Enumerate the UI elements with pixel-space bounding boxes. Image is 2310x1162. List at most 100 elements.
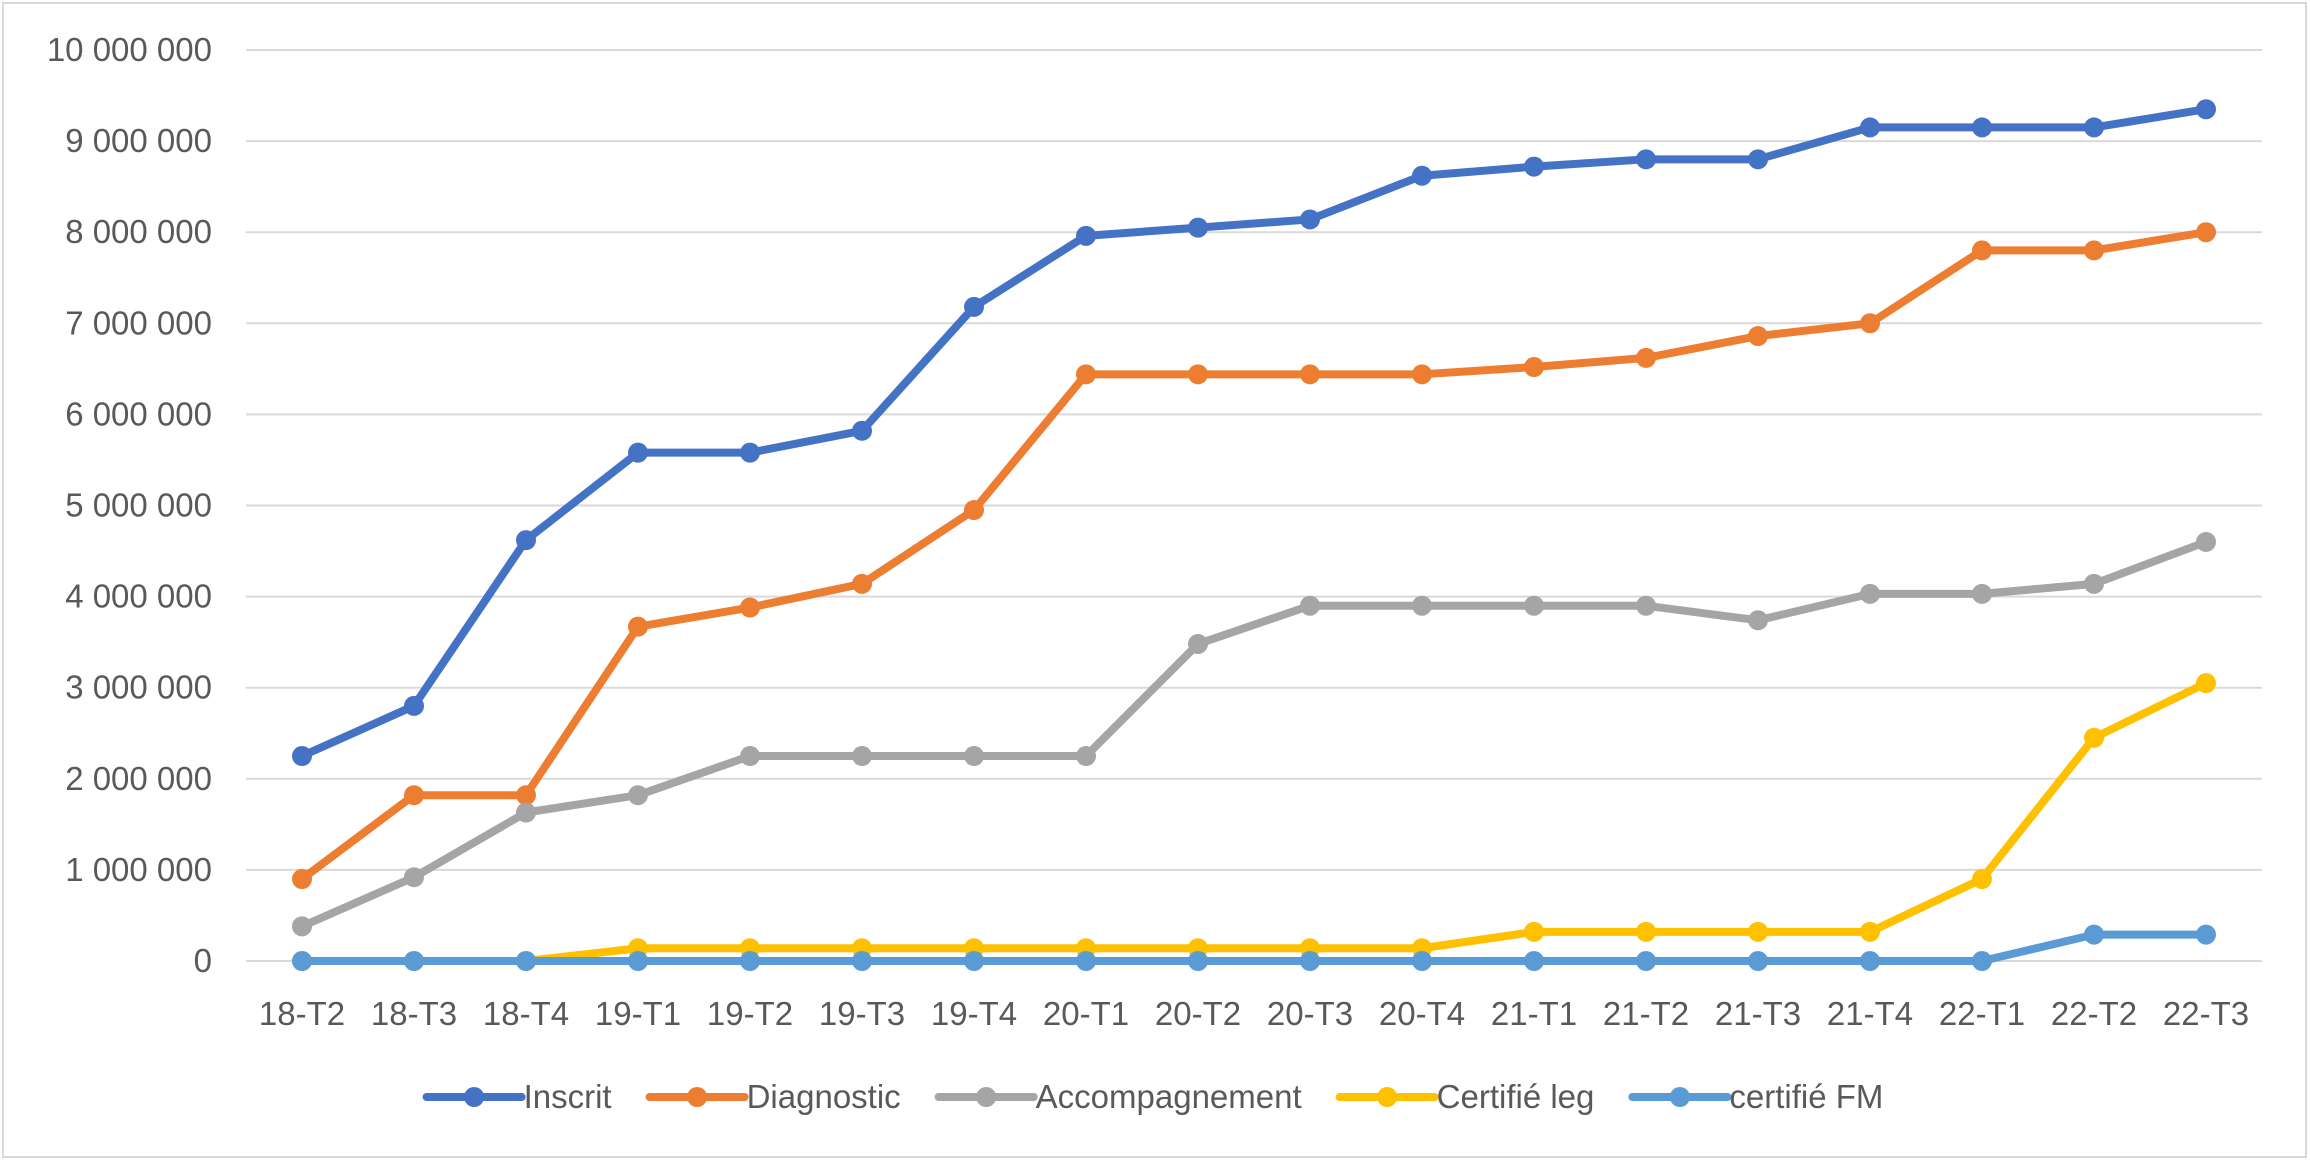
- data-point: [1748, 149, 1768, 170]
- data-point: [1860, 117, 1880, 138]
- legend-label: certifié FM: [1729, 1078, 1883, 1115]
- legend-label: Diagnostic: [747, 1078, 901, 1115]
- x-tick-label: 18-T4: [483, 995, 569, 1032]
- data-point: [2084, 924, 2104, 945]
- data-point: [852, 420, 872, 441]
- data-point: [2196, 531, 2216, 552]
- series-line: [298, 679, 2210, 965]
- x-tick-label: 19-T2: [707, 995, 793, 1032]
- legend-item: certifié FM: [1628, 1078, 1883, 1115]
- data-point: [1188, 364, 1208, 385]
- y-tick-label: 2 000 000: [65, 760, 212, 797]
- data-point: [1972, 240, 1992, 261]
- x-tick-label: 20-T4: [1379, 995, 1465, 1032]
- data-point: [1412, 951, 1432, 971]
- data-point: [1076, 746, 1096, 767]
- series-lines: [292, 99, 2216, 971]
- y-tick-label: 8 000 000: [65, 213, 212, 250]
- data-point: [404, 785, 424, 806]
- data-point: [1412, 595, 1432, 616]
- data-point: [292, 951, 312, 971]
- data-point: [1188, 633, 1208, 654]
- data-point: [404, 695, 424, 716]
- legend-swatch-marker: [1377, 1087, 1398, 1107]
- data-point: [628, 616, 648, 637]
- data-point: [1076, 364, 1096, 385]
- data-point: [1860, 583, 1880, 604]
- x-tick-label: 21-T4: [1827, 995, 1913, 1032]
- data-point: [1524, 951, 1544, 971]
- data-point: [1748, 951, 1768, 971]
- x-tick-label: 20-T2: [1155, 995, 1241, 1032]
- y-tick-label: 1 000 000: [65, 851, 212, 888]
- y-tick-label: 9 000 000: [65, 122, 212, 159]
- data-point: [1524, 156, 1544, 177]
- data-point: [740, 746, 760, 767]
- data-point: [292, 746, 312, 767]
- data-point: [1860, 313, 1880, 334]
- data-point: [2084, 240, 2104, 261]
- legend-item: Accompagnement: [934, 1078, 1302, 1115]
- data-point: [516, 802, 536, 823]
- legend-item: Certifié leg: [1335, 1078, 1594, 1115]
- x-tick-label: 19-T4: [931, 995, 1017, 1032]
- data-point: [1524, 357, 1544, 378]
- data-point: [740, 951, 760, 971]
- legend-item: Diagnostic: [645, 1078, 901, 1115]
- data-point: [852, 573, 872, 594]
- data-point: [1188, 951, 1208, 971]
- series-line: [298, 105, 2210, 761]
- data-point: [2084, 573, 2104, 594]
- data-point: [1076, 951, 1096, 971]
- legend-label: Accompagnement: [1036, 1078, 1302, 1115]
- legend-swatch-marker: [464, 1087, 485, 1107]
- x-tick-label: 18-T2: [259, 995, 345, 1032]
- series-0: [292, 99, 2216, 767]
- y-tick-label: 6 000 000: [65, 395, 212, 432]
- data-point: [2196, 673, 2216, 694]
- data-point: [1188, 217, 1208, 238]
- x-tick-label: 22-T3: [2163, 995, 2249, 1032]
- y-tick-label: 0: [194, 942, 212, 979]
- y-tick-label: 5 000 000: [65, 487, 212, 524]
- data-point: [516, 530, 536, 551]
- legend: Inscrit Diagnostic Accompagnement Certifié …: [422, 1078, 1883, 1115]
- series-2: [292, 531, 2216, 937]
- y-tick-label: 10 000 000: [47, 31, 212, 68]
- data-point: [740, 597, 760, 618]
- series-line: [298, 228, 2210, 884]
- x-tick-label: 21-T2: [1603, 995, 1689, 1032]
- data-point: [1860, 951, 1880, 971]
- data-point: [1972, 869, 1992, 890]
- x-tick-label: 20-T3: [1267, 995, 1353, 1032]
- y-axis-tick-labels: 0 1 000 000 2 000 000 3 000 000 4 000 000 5 0…: [47, 31, 212, 979]
- data-point: [628, 785, 648, 806]
- x-tick-label: 19-T1: [595, 995, 681, 1032]
- data-point: [404, 867, 424, 888]
- y-tick-label: 7 000 000: [65, 304, 212, 341]
- legend-swatch-marker: [976, 1087, 997, 1107]
- data-point: [1300, 951, 1320, 971]
- data-point: [292, 916, 312, 937]
- data-point: [292, 869, 312, 890]
- data-point: [2196, 222, 2216, 243]
- data-point: [964, 746, 984, 767]
- x-tick-label: 21-T3: [1715, 995, 1801, 1032]
- legend-item: Inscrit: [422, 1078, 612, 1115]
- data-point: [404, 951, 424, 971]
- data-point: [1412, 364, 1432, 385]
- data-point: [1636, 149, 1656, 170]
- data-point: [964, 296, 984, 317]
- legend-swatch-marker: [1669, 1087, 1690, 1107]
- data-point: [628, 442, 648, 463]
- y-tick-label: 4 000 000: [65, 578, 212, 615]
- x-axis-tick-labels: 18-T2 18-T3 18-T4 19-T1 19-T2 19-T3 19-T4 20-T1…: [259, 995, 2249, 1032]
- data-point: [1412, 165, 1432, 186]
- data-point: [852, 746, 872, 767]
- series-1: [292, 222, 2216, 890]
- gridlines: [246, 49, 2262, 962]
- data-point: [1524, 921, 1544, 942]
- data-point: [1636, 347, 1656, 368]
- data-point: [628, 951, 648, 971]
